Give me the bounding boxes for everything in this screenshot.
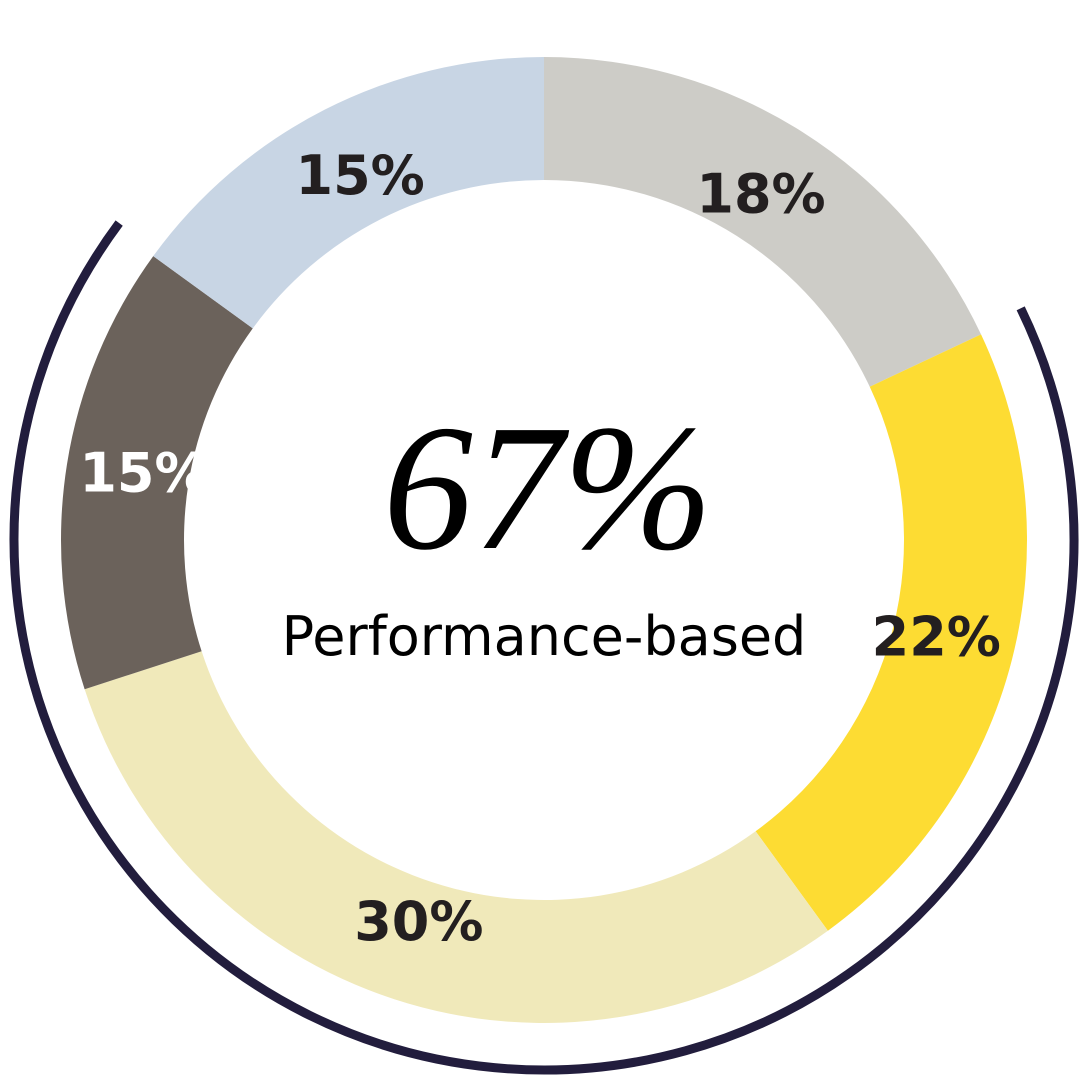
segment bbox=[755, 334, 1027, 931]
value-label: 15% bbox=[296, 144, 425, 207]
segment bbox=[544, 57, 982, 387]
value-label: 30% bbox=[354, 890, 483, 953]
value-label: 22% bbox=[872, 605, 1001, 668]
center-subtitle: Performance-based bbox=[282, 605, 807, 668]
segment bbox=[153, 57, 544, 329]
center-value: 67% bbox=[383, 388, 713, 587]
value-label: 15% bbox=[79, 441, 208, 504]
segment bbox=[84, 651, 828, 1024]
value-label: 18% bbox=[696, 163, 825, 226]
segment bbox=[60, 256, 253, 690]
bracket-arc bbox=[9, 220, 1079, 1075]
